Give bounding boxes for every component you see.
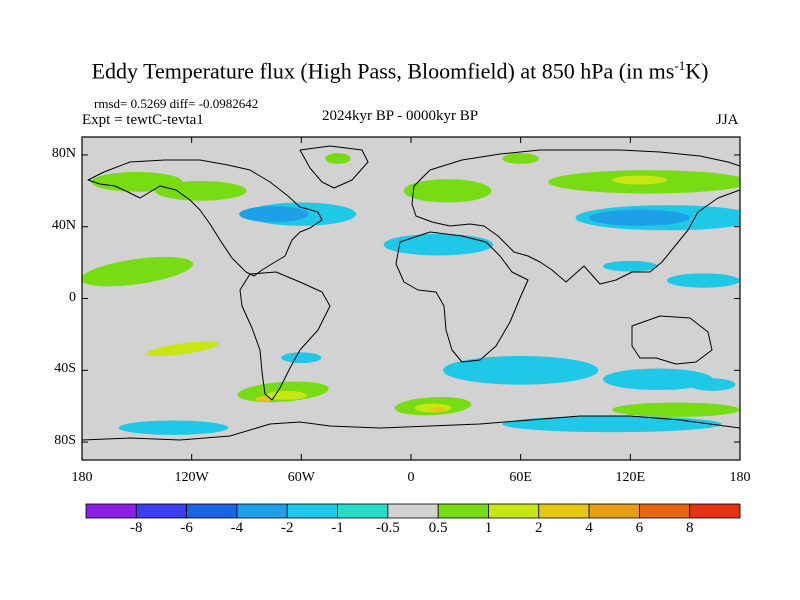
colorbar-box-4	[286, 503, 338, 519]
colorbar-box-1	[135, 503, 188, 519]
flux-region-26	[612, 175, 667, 185]
flux-region-17	[502, 416, 722, 433]
colorbar-box-8	[488, 503, 540, 519]
colorbar-box-6	[387, 503, 439, 519]
y-tick-label-4: 80S	[54, 433, 76, 449]
flux-region-3	[403, 179, 492, 203]
flux-contours	[82, 153, 740, 435]
colorbar-label-4: -1	[331, 520, 344, 536]
chart-title: Eddy Temperature flux (High Pass, Bloomf…	[91, 58, 709, 84]
colorbar-label-6: 0.5	[428, 520, 448, 536]
flux-region-13	[666, 273, 740, 288]
colorbar-label-11: 8	[685, 520, 694, 536]
colorbar-box-5	[337, 503, 389, 519]
x-tick-label-5: 120E	[615, 470, 646, 485]
flux-region-23	[146, 341, 219, 357]
period-label: 2024kyr BP - 0000kyr BP	[322, 108, 479, 124]
x-tick-label-0: 180	[71, 470, 93, 485]
axis-ticks	[81, 137, 741, 460]
colorbar-box-12	[689, 503, 741, 519]
coast-north-america	[87, 159, 323, 277]
colorbar-box-11	[638, 503, 691, 519]
flux-region-6	[155, 180, 247, 201]
colorbar-label-5: -0.5	[375, 520, 400, 536]
y-tick-label-3: 40S	[54, 361, 76, 377]
colorbar-box-3	[236, 503, 288, 519]
coast-australia	[631, 315, 713, 365]
y-tick-label-0: 80N	[51, 145, 76, 161]
flux-region-18	[118, 420, 229, 435]
coast-africa	[395, 231, 529, 363]
colorbar-label-2: -4	[230, 520, 244, 536]
colorbar-label-1: -6	[180, 520, 193, 536]
flux-region-28	[431, 407, 446, 413]
x-tick-label-3: 0	[407, 470, 415, 485]
season-label: JJA	[716, 112, 739, 128]
flux-region-19	[281, 352, 322, 364]
flux-region-0	[82, 256, 193, 287]
x-tick-label-2: 60W	[287, 470, 315, 485]
y-tick-label-2: 0	[69, 289, 76, 305]
experiment-label: Expt = tewtC-tevta1	[82, 112, 204, 128]
flux-region-14	[602, 260, 658, 272]
y-tick-label-1: 40N	[51, 217, 76, 233]
colorbar-label-0: -8	[130, 520, 143, 536]
flux-region-8	[325, 153, 351, 164]
colorbar-box-7	[437, 503, 489, 519]
flux-region-15	[442, 355, 599, 385]
flux-region-12	[383, 233, 494, 256]
x-tick-label-4: 60E	[509, 470, 532, 485]
colorbar-label-9: 4	[585, 520, 593, 536]
coast-south-america	[239, 271, 331, 401]
colorbar-box-9	[538, 503, 590, 519]
colorbar-label-8: 2	[535, 520, 543, 536]
colorbar	[85, 503, 741, 519]
coast-greenland	[299, 145, 369, 189]
coast-antarctica	[82, 415, 740, 441]
stats-label: rmsd= 0.5269 diff= -0.0982642	[94, 96, 259, 111]
flux-region-9	[502, 153, 539, 164]
colorbar-label-7: 1	[484, 520, 493, 536]
coastlines	[82, 145, 740, 441]
colorbar-box-0	[85, 503, 137, 519]
colorbar-box-10	[588, 503, 640, 519]
flux-region-21	[239, 206, 309, 223]
flux-region-16	[602, 368, 713, 391]
flux-region-20	[689, 378, 736, 391]
x-tick-label-1: 120W	[174, 470, 209, 485]
colorbar-label-10: 6	[635, 520, 644, 536]
colorbar-box-2	[186, 503, 238, 519]
coast-eurasia	[411, 149, 740, 285]
colorbar-label-3: -2	[280, 520, 294, 536]
flux-region-22	[589, 209, 690, 226]
x-tick-label-6: 180	[729, 470, 751, 485]
flux-region-7	[612, 402, 740, 417]
